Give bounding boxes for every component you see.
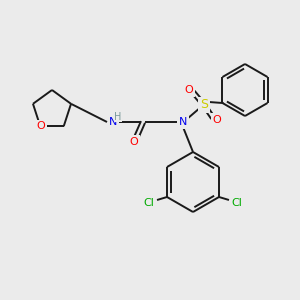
Text: Cl: Cl xyxy=(232,198,242,208)
Text: S: S xyxy=(200,98,208,112)
Text: O: O xyxy=(130,137,138,147)
Text: H: H xyxy=(114,112,122,122)
Text: N: N xyxy=(109,117,117,127)
Text: O: O xyxy=(213,115,221,125)
Text: O: O xyxy=(37,121,46,131)
Text: O: O xyxy=(184,85,194,95)
Text: Cl: Cl xyxy=(144,198,154,208)
Text: N: N xyxy=(179,117,187,127)
